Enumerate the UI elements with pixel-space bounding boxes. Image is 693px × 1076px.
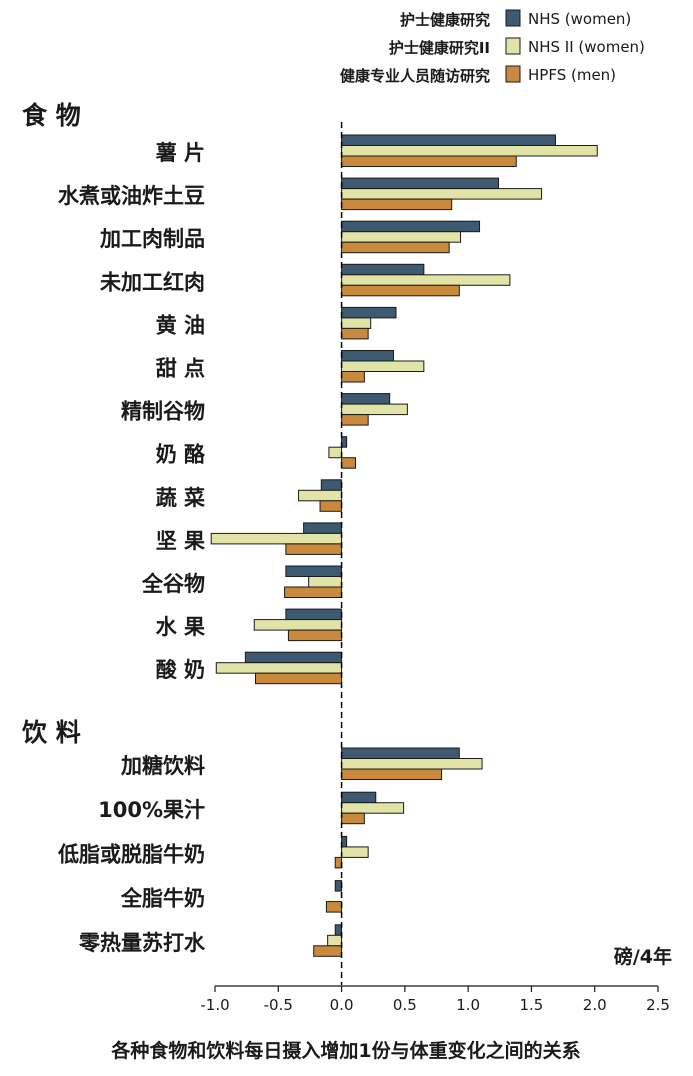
bar-g1-c13-s3 bbox=[255, 672, 343, 685]
bar-g1-c4-s1 bbox=[341, 263, 425, 276]
bar-g2-c5-s1 bbox=[334, 924, 343, 936]
category-label: 水 果 bbox=[156, 615, 205, 639]
legend-series-name-2: NHS II (women) bbox=[528, 38, 645, 56]
category-label: 加工肉制品 bbox=[99, 227, 205, 251]
group-labels: 食 物饮 料 bbox=[21, 101, 81, 747]
category-label: 精制谷物 bbox=[121, 400, 205, 424]
bar-g1-c5-s1 bbox=[341, 306, 397, 319]
bar-g1-c2-s3 bbox=[341, 198, 453, 211]
category-label: 零热量苏打水 bbox=[78, 931, 206, 955]
bar-g2-c5-s3 bbox=[313, 945, 343, 957]
x-tick-label-8: 2.5 bbox=[646, 996, 670, 1014]
legend-swatch-1 bbox=[505, 9, 521, 27]
legend-study-label-1: 护士健康研究 bbox=[400, 11, 490, 29]
bar-g1-c8-s2 bbox=[328, 446, 343, 459]
bar-g1-c12-s2 bbox=[253, 619, 343, 631]
bar-g1-c7-s3 bbox=[341, 414, 369, 426]
legend-study-label-2: 护士健康研究II bbox=[389, 39, 490, 57]
category-label: 水煮或油炸土豆 bbox=[58, 184, 205, 208]
legend-study-label-3: 健康专业人员随访研究 bbox=[340, 67, 490, 85]
bar-g2-c2-s2 bbox=[341, 802, 405, 814]
bar-g2-c4-s1 bbox=[334, 880, 343, 892]
legend-swatch-2 bbox=[505, 37, 521, 55]
x-tick-label-7: 2.0 bbox=[583, 996, 607, 1014]
bar-g1-c3-s3 bbox=[341, 241, 450, 254]
bar-g1-c9-s2 bbox=[298, 489, 343, 502]
bar-g2-c3-s1 bbox=[341, 835, 348, 848]
bar-g1-c7-s2 bbox=[341, 403, 408, 416]
bar-g1-c2-s2 bbox=[341, 188, 543, 200]
category-label: 低脂或脱脂牛奶 bbox=[57, 842, 205, 866]
bar-g2-c3-s2 bbox=[341, 846, 369, 858]
bar-g1-c5-s3 bbox=[341, 327, 369, 340]
bar-g1-c10-s1 bbox=[303, 522, 343, 534]
x-tick-label-4: 0.5 bbox=[393, 996, 417, 1014]
bar-g1-c5-s2 bbox=[341, 317, 372, 329]
category-label: 蔬 菜 bbox=[156, 486, 205, 510]
category-label: 100%果汁 bbox=[98, 798, 205, 822]
legend: NHS (women) 护士健康研究 NHS II (women) 护士健康研究II H… bbox=[340, 9, 645, 85]
bar-g1-c11-s2 bbox=[308, 576, 343, 588]
bar-g2-c5-s2 bbox=[327, 934, 343, 947]
bar-g1-c9-s3 bbox=[319, 500, 343, 512]
category-label: 甜 点 bbox=[156, 357, 205, 381]
bar-g1-c6-s2 bbox=[341, 360, 425, 372]
chart-title: 各种食物和饮料每日摄入增加1份与体重变化之间的关系 bbox=[110, 1039, 580, 1062]
category-label: 奶 酪 bbox=[156, 443, 206, 467]
legend-swatch-3 bbox=[505, 65, 521, 83]
bar-g2-c2-s1 bbox=[341, 791, 377, 804]
bar-g1-c9-s1 bbox=[320, 479, 343, 491]
group-label-1: 食 物 bbox=[22, 101, 81, 130]
category-label: 黄 油 bbox=[156, 313, 205, 337]
category-label: 全谷物 bbox=[141, 572, 205, 596]
group-label-2: 饮 料 bbox=[21, 718, 81, 747]
bar-g1-c10-s3 bbox=[285, 543, 343, 555]
x-tick-label-6: 1.5 bbox=[519, 996, 543, 1014]
unit-label: 磅/4年 bbox=[614, 945, 672, 968]
bar-g1-c6-s3 bbox=[341, 371, 365, 383]
bar-g1-c8-s3 bbox=[341, 457, 356, 469]
bar-g1-c3-s1 bbox=[341, 220, 481, 233]
bar-g1-c4-s3 bbox=[341, 284, 460, 297]
bar-g1-c8-s1 bbox=[341, 436, 348, 448]
legend-series-name-1: NHS (women) bbox=[528, 10, 631, 28]
bar-g1-c13-s1 bbox=[244, 651, 343, 664]
bar-g1-c12-s3 bbox=[287, 629, 343, 642]
bar-g1-c12-s1 bbox=[285, 608, 343, 621]
bar-g1-c1-s1 bbox=[341, 134, 556, 146]
bar-g1-c1-s3 bbox=[341, 155, 517, 167]
bar-g1-c10-s2 bbox=[210, 532, 343, 545]
bars bbox=[210, 134, 598, 957]
x-tick-label-2: -0.5 bbox=[264, 996, 293, 1014]
bar-g1-c2-s1 bbox=[341, 177, 500, 190]
category-label: 坚 果 bbox=[156, 529, 205, 553]
bar-g2-c2-s3 bbox=[341, 812, 365, 825]
bar-g2-c1-s2 bbox=[341, 758, 483, 770]
category-label: 加糖饮料 bbox=[120, 754, 205, 778]
bar-g2-c1-s1 bbox=[341, 747, 460, 759]
bar-g1-c11-s3 bbox=[284, 586, 343, 598]
x-tick-label-1: -1.0 bbox=[200, 996, 229, 1014]
bar-g2-c3-s3 bbox=[334, 856, 343, 869]
x-tick-label-3: 0.0 bbox=[330, 996, 354, 1014]
bar-g1-c7-s1 bbox=[341, 393, 391, 405]
bar-g2-c1-s3 bbox=[341, 768, 443, 780]
bar-g1-c3-s2 bbox=[341, 231, 462, 243]
legend-series-name-3: HPFS (men) bbox=[528, 66, 616, 84]
x-axis: -1.0 -0.5 0.0 0.5 1.0 1.5 2.0 2.5 bbox=[200, 985, 670, 1014]
bar-g2-c4-s3 bbox=[325, 901, 343, 913]
category-label: 未加工红肉 bbox=[100, 270, 205, 294]
bar-g1-c1-s2 bbox=[341, 145, 598, 157]
category-label: 全脂牛奶 bbox=[120, 887, 205, 911]
bar-g1-c6-s1 bbox=[341, 350, 394, 362]
x-tick-label-5: 1.0 bbox=[456, 996, 480, 1014]
bar-g1-c4-s2 bbox=[341, 274, 511, 286]
category-label: 酸 奶 bbox=[156, 658, 205, 682]
bar-g1-c13-s2 bbox=[215, 662, 343, 674]
category-label: 薯 片 bbox=[155, 141, 205, 165]
bar-g1-c11-s1 bbox=[285, 565, 343, 577]
